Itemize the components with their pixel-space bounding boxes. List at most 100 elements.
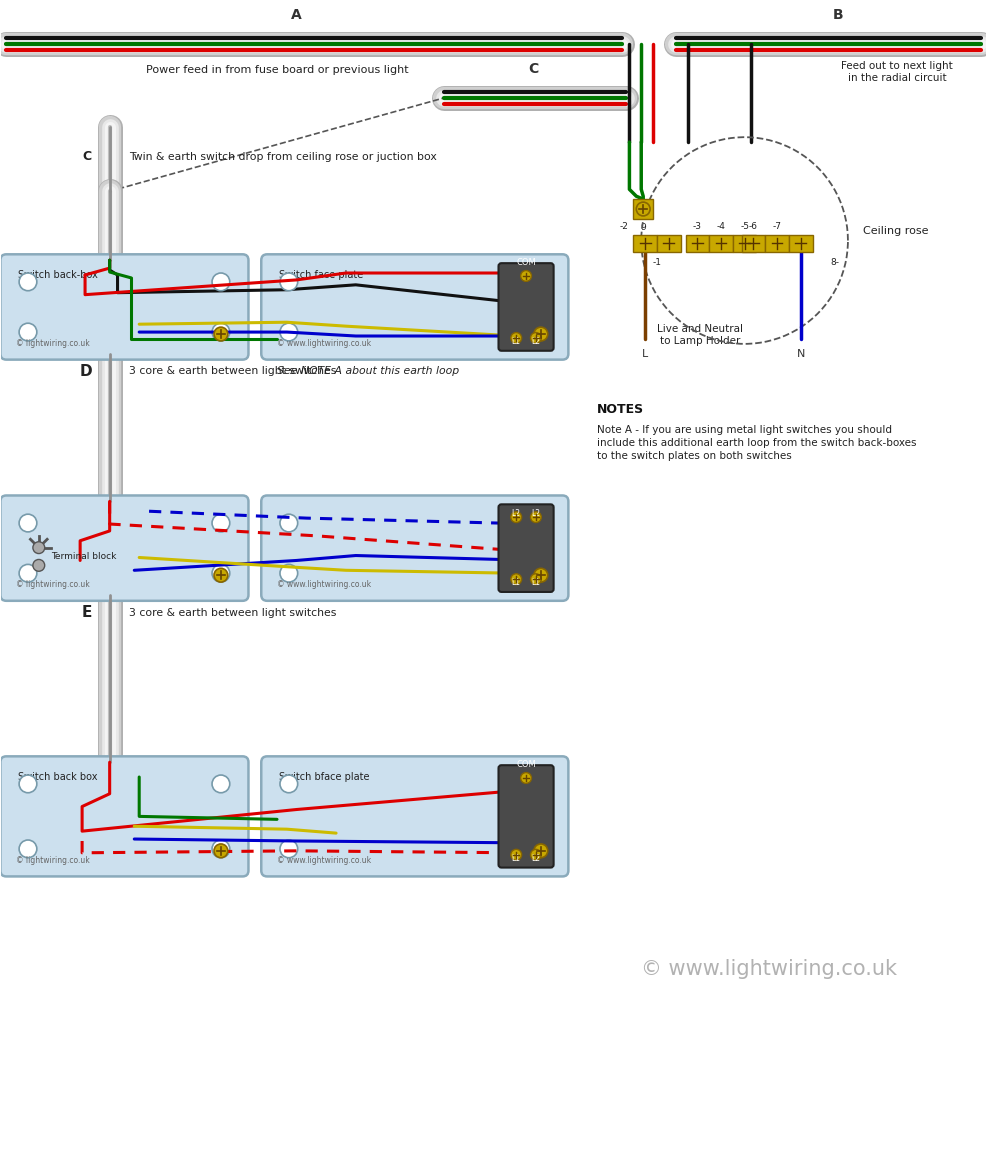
Bar bbox=[765, 235, 789, 252]
Text: -3: -3 bbox=[693, 221, 702, 230]
Text: © lightwiring.co.uk: © lightwiring.co.uk bbox=[16, 579, 90, 589]
Circle shape bbox=[212, 840, 230, 858]
Circle shape bbox=[33, 560, 45, 571]
Text: N: N bbox=[797, 349, 805, 358]
Circle shape bbox=[532, 564, 550, 582]
Text: Switch face plate: Switch face plate bbox=[279, 270, 363, 280]
Text: L1: L1 bbox=[512, 336, 521, 346]
Circle shape bbox=[532, 840, 550, 858]
Circle shape bbox=[212, 775, 230, 793]
Circle shape bbox=[534, 844, 548, 858]
Bar bbox=[789, 235, 813, 252]
Text: Switch back box: Switch back box bbox=[18, 772, 98, 782]
Text: L2: L2 bbox=[531, 336, 540, 346]
Bar bbox=[742, 235, 765, 252]
Text: © www.lightwiring.co.uk: © www.lightwiring.co.uk bbox=[277, 339, 371, 348]
Circle shape bbox=[280, 514, 298, 532]
Text: L1: L1 bbox=[512, 578, 521, 588]
FancyBboxPatch shape bbox=[0, 495, 248, 601]
Circle shape bbox=[212, 514, 230, 532]
Text: COM: COM bbox=[516, 258, 536, 267]
Text: B: B bbox=[833, 8, 843, 22]
Text: © www.lightwiring.co.uk: © www.lightwiring.co.uk bbox=[277, 579, 371, 589]
Text: © lightwiring.co.uk: © lightwiring.co.uk bbox=[16, 856, 90, 865]
Circle shape bbox=[19, 273, 37, 290]
Circle shape bbox=[532, 324, 550, 341]
Circle shape bbox=[511, 511, 522, 523]
Circle shape bbox=[19, 514, 37, 532]
Text: -7: -7 bbox=[773, 221, 782, 230]
Text: -2: -2 bbox=[620, 221, 628, 230]
Text: Switch back-box: Switch back-box bbox=[18, 270, 98, 280]
Circle shape bbox=[636, 202, 650, 215]
Circle shape bbox=[19, 564, 37, 582]
Bar bbox=[733, 235, 756, 252]
Circle shape bbox=[212, 564, 230, 582]
FancyBboxPatch shape bbox=[498, 505, 554, 592]
Text: NOTES: NOTES bbox=[597, 403, 644, 416]
Text: -4: -4 bbox=[717, 221, 725, 230]
Bar bbox=[686, 235, 709, 252]
Text: L1: L1 bbox=[512, 854, 521, 863]
Text: -1: -1 bbox=[652, 258, 661, 267]
Circle shape bbox=[521, 271, 531, 281]
Text: Feed out to next light
in the radial circuit: Feed out to next light in the radial cir… bbox=[841, 61, 953, 83]
Circle shape bbox=[530, 511, 541, 523]
Text: A: A bbox=[291, 8, 302, 22]
Text: © lightwiring.co.uk: © lightwiring.co.uk bbox=[16, 339, 90, 348]
Text: D: D bbox=[79, 364, 92, 379]
Text: 9: 9 bbox=[640, 222, 646, 232]
Text: 8-: 8- bbox=[831, 258, 840, 267]
Circle shape bbox=[530, 574, 541, 584]
FancyBboxPatch shape bbox=[0, 255, 248, 359]
Circle shape bbox=[19, 324, 37, 341]
Text: Switch bface plate: Switch bface plate bbox=[279, 772, 369, 782]
Circle shape bbox=[511, 574, 522, 584]
Circle shape bbox=[212, 324, 230, 341]
Text: L2: L2 bbox=[531, 854, 540, 863]
Circle shape bbox=[214, 568, 228, 582]
Circle shape bbox=[280, 840, 298, 858]
FancyBboxPatch shape bbox=[498, 263, 554, 350]
Text: 3 core & earth between light switches: 3 core & earth between light switches bbox=[129, 607, 337, 617]
Bar bbox=[633, 235, 657, 252]
Text: L2: L2 bbox=[531, 509, 540, 518]
Text: Twin & earth switch drop from ceiling rose or juction box: Twin & earth switch drop from ceiling ro… bbox=[129, 152, 437, 161]
Text: C: C bbox=[528, 62, 538, 76]
Bar bbox=[633, 199, 653, 219]
Text: Live and Neutral
to Lamp Holder: Live and Neutral to Lamp Holder bbox=[657, 324, 743, 346]
Circle shape bbox=[511, 849, 522, 861]
Circle shape bbox=[530, 849, 541, 861]
Circle shape bbox=[19, 840, 37, 858]
FancyBboxPatch shape bbox=[498, 765, 554, 867]
Text: L1: L1 bbox=[531, 578, 540, 588]
FancyBboxPatch shape bbox=[0, 757, 248, 877]
Circle shape bbox=[280, 775, 298, 793]
Text: COM: COM bbox=[516, 760, 536, 770]
Text: © www.lightwiring.co.uk: © www.lightwiring.co.uk bbox=[641, 958, 897, 979]
Text: Power feed in from fuse board or previous light: Power feed in from fuse board or previou… bbox=[146, 66, 408, 75]
Text: -6: -6 bbox=[749, 221, 758, 230]
FancyBboxPatch shape bbox=[261, 757, 568, 877]
Circle shape bbox=[532, 273, 550, 290]
Text: C: C bbox=[83, 151, 92, 164]
FancyBboxPatch shape bbox=[261, 255, 568, 359]
Text: L2: L2 bbox=[512, 509, 521, 518]
FancyBboxPatch shape bbox=[499, 264, 553, 350]
Text: Ceiling rose: Ceiling rose bbox=[863, 226, 928, 236]
Text: L: L bbox=[642, 349, 648, 358]
Circle shape bbox=[33, 541, 45, 554]
Circle shape bbox=[212, 273, 230, 290]
Bar bbox=[657, 235, 681, 252]
Circle shape bbox=[534, 327, 548, 341]
Circle shape bbox=[521, 773, 531, 783]
Text: Note A - If you are using metal light switches you should
include this additiona: Note A - If you are using metal light sw… bbox=[597, 425, 916, 461]
Circle shape bbox=[280, 564, 298, 582]
Circle shape bbox=[532, 514, 550, 532]
Bar bbox=[709, 235, 733, 252]
Circle shape bbox=[534, 568, 548, 582]
Circle shape bbox=[280, 324, 298, 341]
Text: © www.lightwiring.co.uk: © www.lightwiring.co.uk bbox=[277, 856, 371, 865]
Circle shape bbox=[532, 775, 550, 793]
Text: -5: -5 bbox=[740, 221, 749, 230]
